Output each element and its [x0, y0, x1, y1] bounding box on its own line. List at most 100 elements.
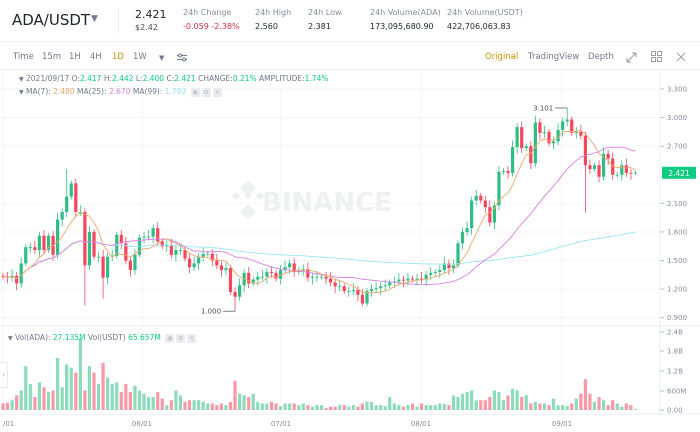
close-icon[interactable]: ✕: [187, 333, 197, 343]
volume-bar: [297, 405, 301, 410]
candle: [65, 196, 69, 212]
volume-bar: [324, 408, 328, 410]
eye-icon[interactable]: ◉: [165, 333, 175, 343]
volume-bar: [556, 405, 560, 410]
volume-bar: [42, 387, 46, 410]
volume-bar: [137, 390, 142, 410]
volume-bar: [606, 405, 610, 410]
interval-1d[interactable]: 1D: [112, 52, 124, 62]
expand-panel-tab[interactable]: ›: [0, 362, 8, 388]
volume-bar: [19, 390, 23, 410]
volume-tick-label: 600M: [667, 388, 686, 396]
volume-bar: [329, 406, 333, 410]
volume-bar: [347, 406, 351, 410]
sliders-icon[interactable]: [177, 53, 187, 62]
collapse-caret-icon[interactable]: ▼: [19, 89, 24, 96]
candle: [511, 147, 515, 173]
price-tick-label: 1.200: [667, 286, 687, 294]
candle: [401, 279, 405, 281]
stat-value: 422,706,063.83: [447, 22, 511, 31]
symbol-selector[interactable]: ADA/USDT: [12, 11, 91, 29]
candle: [206, 253, 210, 255]
candle: [420, 278, 424, 280]
candle: [315, 276, 319, 278]
volume-bar: [438, 403, 442, 410]
caret-down-icon[interactable]: ▼: [159, 54, 165, 62]
volume-bar: [78, 338, 82, 410]
volume-bar: [410, 403, 415, 410]
open-value: 2.417: [79, 74, 102, 83]
candle: [128, 260, 132, 271]
candle: [433, 271, 437, 273]
date-tick-label: 09/01: [552, 420, 572, 428]
candle: [520, 127, 524, 149]
high-label: H:: [103, 74, 112, 83]
price-tick-label: 3.300: [667, 86, 687, 94]
volume-bar: [219, 403, 223, 410]
candle: [288, 263, 292, 268]
volume-bar: [406, 405, 410, 410]
volume-bar: [110, 384, 114, 410]
gear-icon[interactable]: ⚙: [176, 333, 186, 343]
vol-ada-label: Vol(ADA):: [15, 333, 51, 342]
volume-bar: [369, 401, 374, 410]
view-tradingview[interactable]: TradingView: [528, 52, 580, 62]
interval-time[interactable]: Time: [13, 52, 34, 62]
watermark-text: BINANCE: [262, 188, 392, 218]
collapse-caret-icon[interactable]: ▼: [8, 335, 13, 342]
volume-bar: [465, 392, 469, 410]
current-price-label: 2.421: [668, 169, 690, 178]
candle: [442, 263, 446, 271]
candle: [160, 241, 164, 247]
ma25-value: 2.670: [108, 87, 131, 96]
view-original[interactable]: Original: [485, 52, 519, 62]
candle: [369, 289, 374, 292]
expand-icon[interactable]: [626, 52, 637, 63]
volume-bar: [169, 400, 173, 410]
candle: [483, 200, 487, 208]
candle: [197, 256, 201, 264]
interval-4h[interactable]: 4H: [90, 52, 102, 62]
close-icon[interactable]: ✕: [212, 87, 222, 97]
volume-bar: [474, 400, 478, 410]
candle: [310, 276, 314, 278]
stat-label: 24h Volume(USDT): [447, 8, 523, 17]
candle: [579, 131, 583, 136]
volume-tick-label: 1.8B: [667, 348, 683, 356]
volume-bar: [488, 397, 492, 410]
volume-tick-label: 1.2B: [667, 368, 683, 376]
volume-bar: [165, 405, 169, 410]
candle: [260, 276, 264, 278]
collapse-caret-icon[interactable]: ▼: [19, 76, 24, 83]
interval-1h[interactable]: 1H: [69, 52, 81, 62]
interval-15m[interactable]: 15m: [42, 52, 62, 62]
candle: [201, 253, 205, 257]
volume-bar: [24, 366, 28, 410]
eye-icon[interactable]: ◉: [190, 87, 200, 97]
volume-bar: [260, 403, 264, 410]
candle: [351, 290, 355, 292]
caret-down-icon[interactable]: ▼: [91, 14, 98, 24]
interval-1w[interactable]: 1W: [133, 52, 147, 62]
date-tick-label: 07/01: [271, 420, 291, 428]
gear-icon[interactable]: ⚙: [201, 87, 211, 97]
candle: [565, 119, 569, 122]
date-tick-label: 08/01: [411, 420, 431, 428]
candle: [28, 247, 32, 248]
candle: [342, 286, 346, 292]
candle: [492, 205, 496, 223]
volume-bar: [415, 406, 419, 410]
candle: [465, 228, 469, 232]
ma25-line: [2, 146, 636, 286]
candle: [629, 172, 633, 174]
candle: [379, 286, 383, 289]
view-depth[interactable]: Depth: [588, 52, 614, 62]
volume-bar: [511, 388, 515, 410]
volume-bar: [5, 402, 10, 410]
grid-layout-icon[interactable]: [651, 51, 662, 62]
volume-bar: [83, 390, 87, 410]
volume-bar: [620, 406, 624, 410]
candle: [274, 272, 278, 279]
close-icon[interactable]: [676, 52, 686, 62]
